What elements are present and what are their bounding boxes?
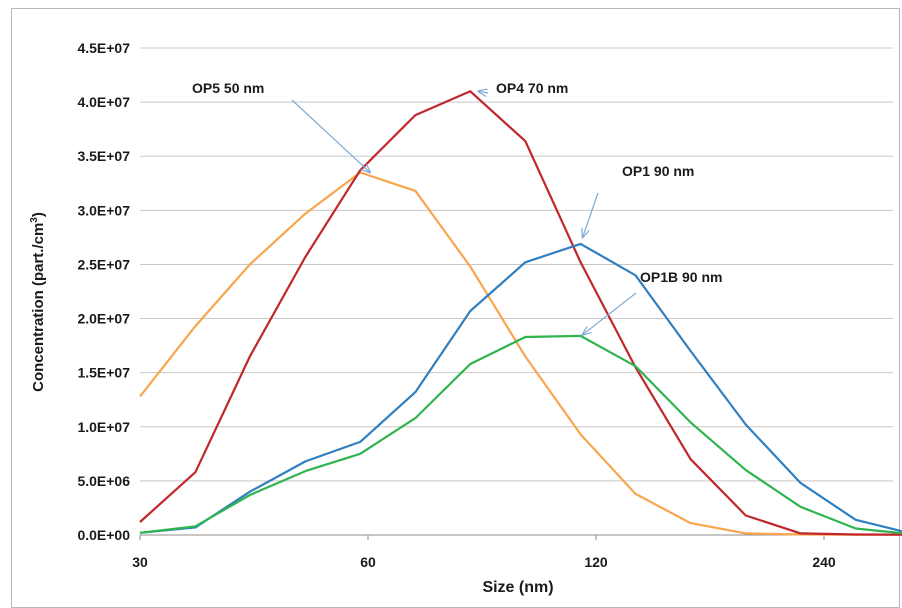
y-axis-label-superscript: 3 xyxy=(29,217,40,223)
y-axis-label: Concentration (part./cm3) xyxy=(29,212,47,392)
y-tick-label: 3.0E+07 xyxy=(77,202,130,218)
annotation-arrow xyxy=(478,91,489,93)
series-line-op1b-90-nm xyxy=(139,334,902,535)
series-line-op5-50-nm xyxy=(139,171,902,536)
annotation-label: OP5 50 nm xyxy=(192,80,264,96)
y-tick-label: 4.5E+07 xyxy=(77,40,130,56)
y-tick-label: 3.5E+07 xyxy=(77,148,130,164)
y-tick-label: 1.5E+07 xyxy=(77,365,130,381)
y-tick-label: 5.0E+06 xyxy=(77,473,130,489)
x-axis-label: Size (nm) xyxy=(482,579,553,596)
y-tick-label: 2.0E+07 xyxy=(77,311,130,327)
series-line-op4-70-nm xyxy=(139,90,902,536)
y-tick-label: 2.5E+07 xyxy=(77,256,130,272)
annotation-arrow xyxy=(291,99,370,172)
x-tick-label: 120 xyxy=(584,554,608,570)
annotation-arrow xyxy=(583,192,599,237)
annotations: OP5 50 nm OP4 70 nm OP1 90 nm OP1B 90 nm xyxy=(192,80,722,335)
y-axis-label-close: ) xyxy=(30,212,47,217)
y-tick-label: 4.0E+07 xyxy=(77,94,130,110)
x-tick-label: 30 xyxy=(132,554,148,570)
annotation-label: OP1B 90 nm xyxy=(640,269,722,285)
y-tick-label: 0.0E+00 xyxy=(77,527,130,543)
annotation-arrow xyxy=(583,292,637,335)
x-tick-label: 240 xyxy=(812,554,836,570)
series-line-op1-90-nm xyxy=(139,242,902,534)
series-lines xyxy=(139,90,902,536)
annotation-label: OP4 70 nm xyxy=(496,80,568,96)
axes: 0.0E+00 5.0E+06 1.0E+07 1.5E+07 2.0E+07 2.5E+… xyxy=(77,40,893,570)
gridlines xyxy=(140,47,893,482)
annotation-label: OP1 90 nm xyxy=(622,163,694,179)
y-axis-label-main: Concentration (part./cm xyxy=(30,223,47,392)
y-tick-label: 1.0E+07 xyxy=(77,419,130,435)
x-tick-label: 60 xyxy=(360,554,376,570)
